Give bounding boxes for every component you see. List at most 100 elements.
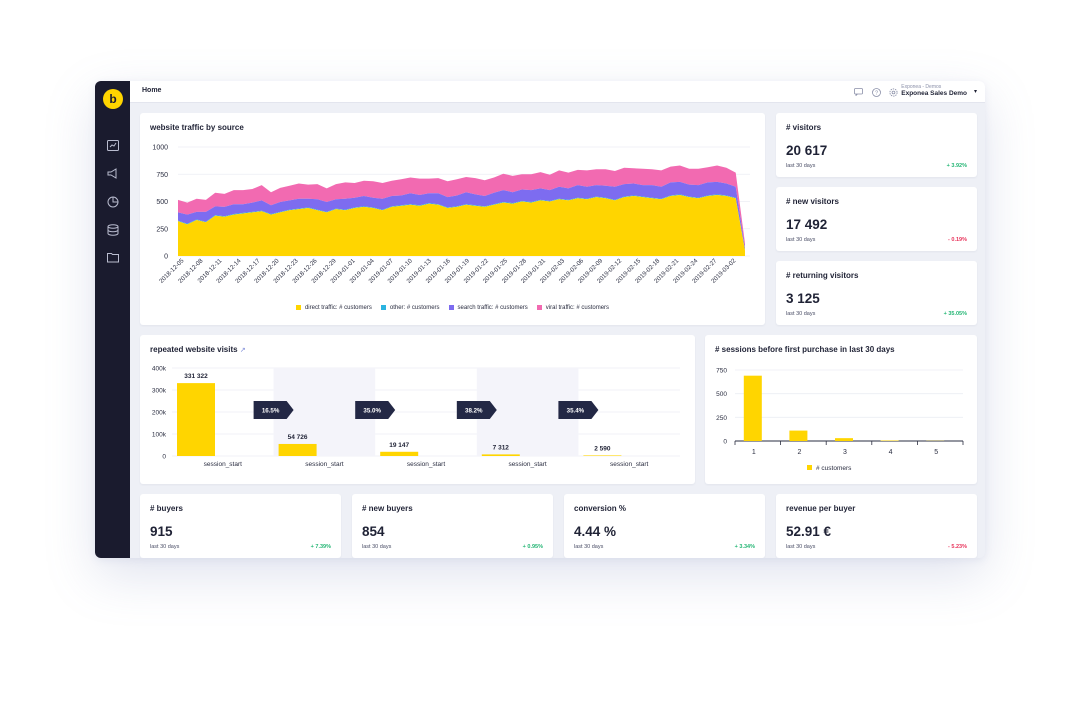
funnel-value-label: 19 147	[389, 442, 409, 449]
kpi-change: - 0.19%	[948, 237, 967, 243]
funnel-bar	[583, 455, 622, 456]
x-tick-label: 1	[752, 449, 756, 456]
funnel-value-label: 331 322	[184, 373, 208, 380]
series-area-2	[178, 181, 745, 250]
kpi-change: + 3.92%	[946, 163, 967, 169]
y-tick-label: 1000	[152, 145, 168, 152]
y-tick-label: 100k	[152, 432, 167, 439]
dashboard-icon[interactable]	[105, 138, 120, 153]
conversion-arrow	[558, 401, 599, 419]
project-org: Exponea - Demos	[901, 84, 942, 90]
chat-icon[interactable]	[853, 87, 863, 97]
kpi-card-returning-visitors: # returning visitors 3 125 last 30 days …	[776, 261, 977, 325]
kpi-card-new-visitors: # new visitors 17 492 last 30 days - 0.1…	[776, 187, 977, 251]
app-window: b Home ? Exponea - Demos Exponea S	[95, 81, 985, 558]
y-tick-label: 0	[164, 254, 168, 261]
y-tick-label: 250	[156, 226, 168, 233]
kpi-change: + 3.34%	[734, 544, 755, 550]
kpi-period: last 30 days	[786, 163, 816, 169]
legend-swatch	[807, 465, 812, 470]
project-switcher[interactable]: Exponea - Demos Exponea Sales Demo	[901, 84, 967, 97]
funnel-value-label: 7 312	[493, 444, 510, 451]
breadcrumb[interactable]: Home	[142, 87, 162, 94]
legend-item[interactable]: direct traffic: # customers	[295, 305, 372, 311]
kpi-title: # new visitors	[786, 197, 839, 206]
sessions-bar	[835, 438, 853, 441]
megaphone-icon[interactable]	[105, 166, 120, 181]
folder-icon[interactable]	[105, 250, 120, 265]
legend-swatch	[295, 305, 301, 310]
y-tick-label: 250	[716, 415, 727, 422]
y-tick-label: 400k	[152, 366, 167, 373]
sessions-bar	[743, 375, 762, 441]
y-tick-label: 0	[723, 439, 727, 446]
funnel-title: repeated website visits ↗	[150, 345, 246, 354]
database-icon[interactable]	[105, 222, 120, 237]
y-tick-label: 750	[716, 368, 727, 375]
project-name: Exponea Sales Demo	[901, 90, 967, 97]
kpi-value: 854	[362, 524, 385, 539]
traffic-card: website traffic by source 0 250 500 750 1000…	[140, 113, 765, 325]
svg-text:?: ?	[874, 90, 877, 96]
kpi-period: last 30 days	[362, 544, 392, 550]
kpi-title: # new buyers	[362, 504, 413, 513]
legend-label: search traffic: # customers	[457, 305, 528, 312]
kpi-period: last 30 days	[786, 311, 816, 317]
legend-item[interactable]: viral traffic: # customers	[536, 305, 610, 312]
caret-down-icon[interactable]: ▾	[973, 89, 977, 95]
funnel-category-label: session_start	[407, 461, 445, 468]
legend-item[interactable]: search traffic: # customers	[448, 305, 528, 312]
kpi-change: - 5.23%	[948, 544, 967, 550]
kpi-value: 4.44 %	[574, 524, 617, 539]
x-tick-label: 5	[934, 449, 938, 456]
conversion-arrow	[355, 401, 396, 419]
series-area-3	[178, 165, 745, 248]
y-tick-label: 500	[716, 391, 727, 398]
kpi-title: # buyers	[150, 504, 183, 513]
conversion-label: 38.2%	[465, 408, 483, 415]
y-tick-label: 200k	[152, 410, 167, 417]
series-area-0	[178, 195, 745, 256]
kpi-change: + 7.39%	[310, 544, 331, 550]
funnel-value-label: 2 590	[594, 445, 611, 452]
funnel-bar	[278, 443, 317, 456]
top-bar: Home ? Exponea - Demos Exponea Sales Dem…	[130, 81, 985, 103]
x-tick-label: 4	[889, 449, 893, 456]
legend-swatch	[380, 305, 386, 310]
kpi-title: conversion %	[574, 504, 627, 513]
logo-icon[interactable]: b	[103, 89, 123, 109]
legend-label: other: # customers	[389, 305, 440, 312]
kpi-change: + 0.95%	[522, 544, 543, 550]
kpi-title: revenue per buyer	[786, 504, 856, 513]
legend-swatch	[448, 305, 454, 310]
legend-item[interactable]: other: # customers	[380, 305, 440, 312]
kpi-value: 52.91 €	[786, 524, 832, 539]
kpi-period: last 30 days	[786, 237, 816, 243]
funnel-bar	[380, 451, 419, 456]
kpi-card-visitors: # visitors 20 617 last 30 days + 3.92%	[776, 113, 977, 177]
conversion-label: 35.0%	[363, 408, 381, 415]
traffic-chart: 025050075010002018-12-052018-12-082018-1…	[152, 145, 750, 285]
kpi-change: + 35.05%	[943, 311, 967, 317]
sidebar: b	[95, 81, 130, 558]
series-area-1	[178, 194, 745, 251]
conversion-arrow	[253, 401, 294, 419]
settings-icon[interactable]	[888, 87, 898, 97]
sessions-chart: 0 250 500 750 1 2 3 4 5 # customers	[716, 368, 964, 472]
kpi-period: last 30 days	[574, 544, 604, 550]
funnel-value-label: 54 726	[288, 434, 308, 441]
funnel-card: repeated website visits ↗ 0 100k 200k 300k 4…	[140, 335, 695, 484]
kpi-card-buyers: # buyers 915 last 30 days + 7.39%	[140, 494, 341, 558]
help-icon[interactable]: ?	[871, 87, 881, 97]
kpi-value: 915	[150, 524, 173, 539]
funnel-category-label: session_start	[610, 461, 648, 468]
pie-chart-icon[interactable]	[105, 194, 120, 209]
legend-label: viral traffic: # customers	[545, 305, 610, 312]
traffic-title: website traffic by source	[150, 123, 244, 132]
sessions-card: # sessions before first purchase in last…	[705, 335, 977, 484]
external-link-icon[interactable]: ↗	[239, 347, 246, 354]
conversion-label: 35.4%	[567, 408, 585, 415]
x-tick-label: 3	[843, 449, 847, 456]
legend-label: # customers	[816, 465, 852, 472]
kpi-value: 3 125	[786, 291, 820, 306]
